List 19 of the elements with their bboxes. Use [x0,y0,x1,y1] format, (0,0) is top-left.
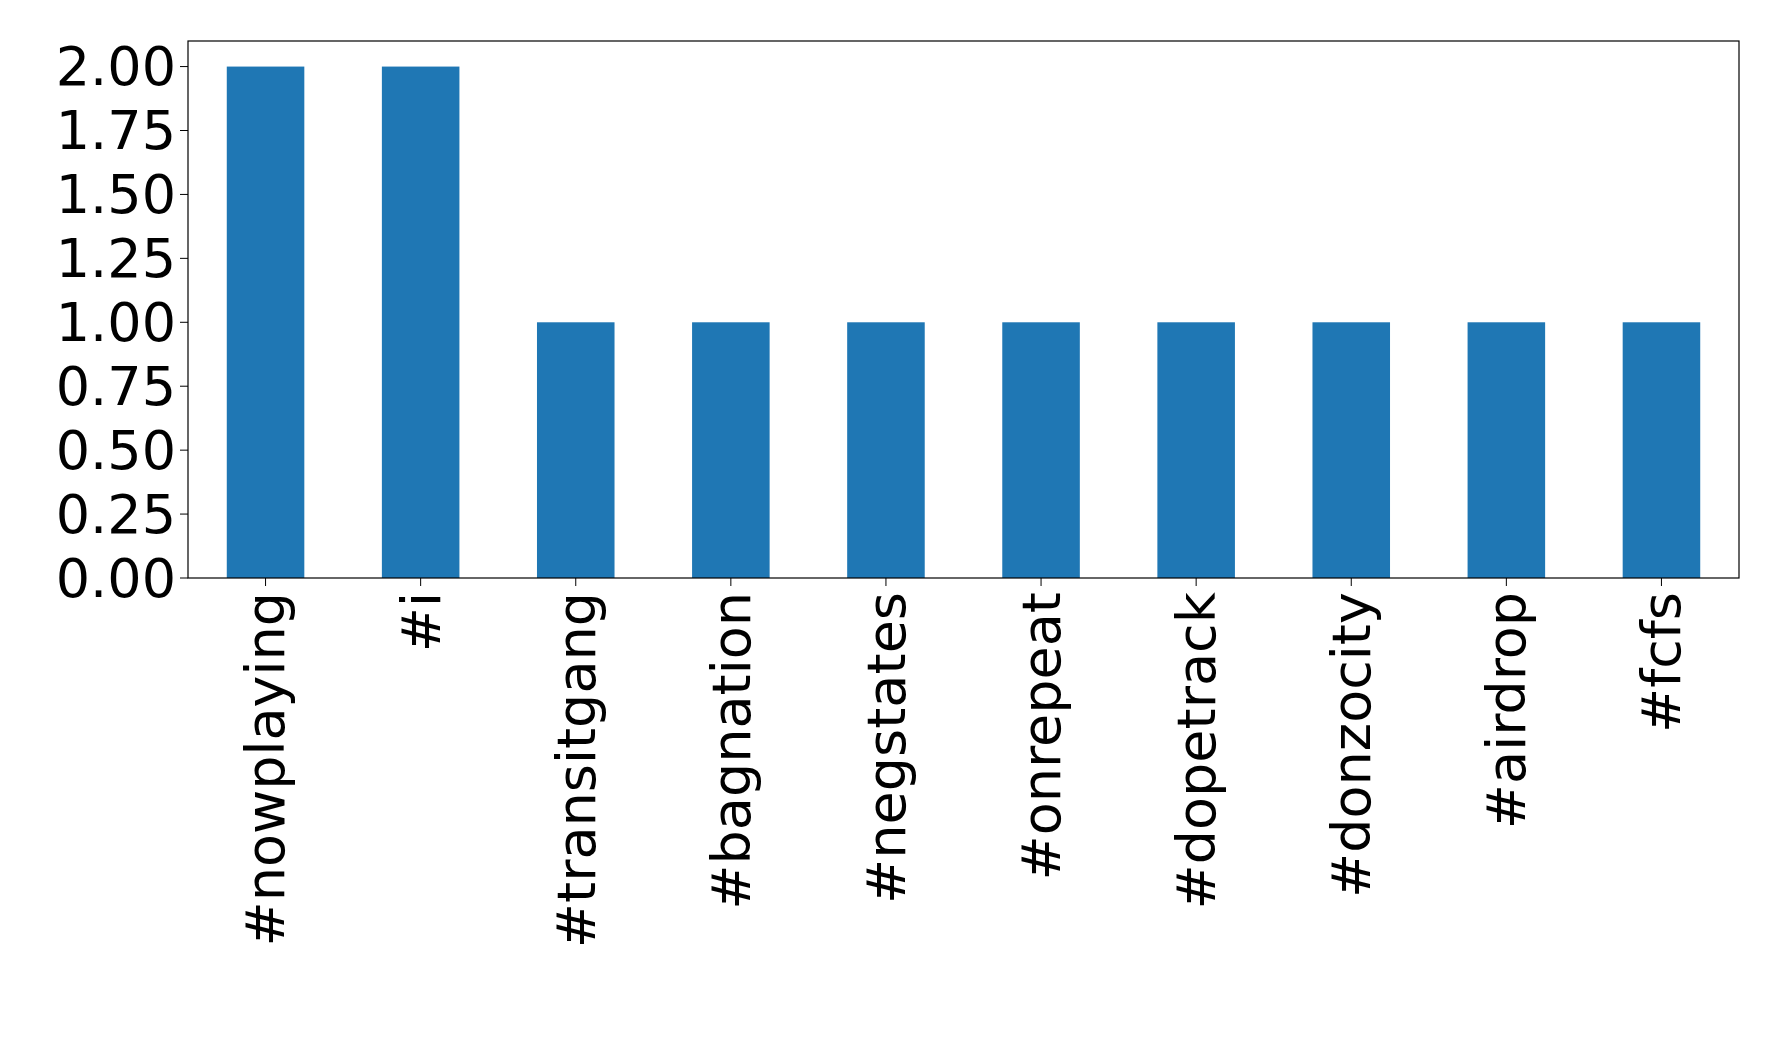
y-tick-label: 0.25 [55,482,176,546]
x-tick-label: #i [389,592,453,653]
x-tick-label: #transitgang [544,592,608,949]
y-tick-label: 0.00 [55,546,176,610]
x-tick-label: #nowplaying [234,592,298,947]
x-tick-label: #negstates [854,592,918,904]
y-tick-label: 1.00 [55,291,176,355]
y-tick-label: 1.25 [55,227,176,291]
y-tick-label: 0.50 [55,419,176,483]
x-tick-label: #donzocity [1320,592,1384,898]
x-tick-label: #fcfs [1630,592,1694,734]
x-tick-label: #onrepeat [1009,592,1073,881]
y-tick-label: 0.75 [55,355,176,419]
x-tick-label: #dopetrack [1165,591,1229,910]
x-tick-label: #airdrop [1475,592,1539,830]
y-tick-label: 1.75 [55,99,176,163]
y-tick-label: 1.50 [55,163,176,227]
x-tick-label: #bagnation [699,592,763,910]
y-tick-label: 2.00 [55,35,176,99]
